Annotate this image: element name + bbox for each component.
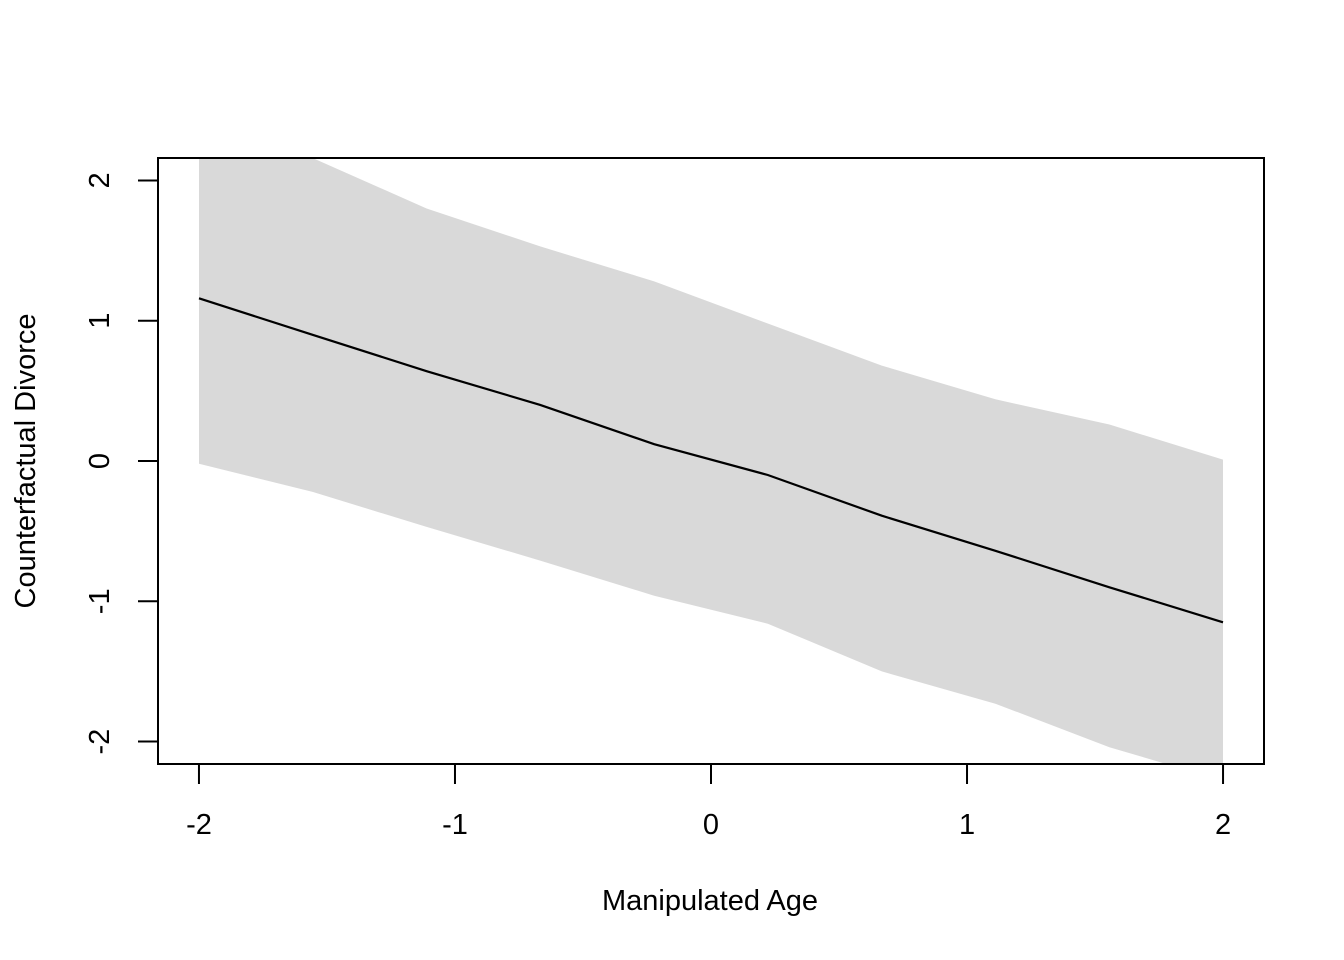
x-tick-label: -2 [186,809,212,841]
x-axis: -2 -1 0 1 2 [186,763,1231,841]
series-line-layer [198,297,1224,624]
y-tick-label: 0 [84,453,116,469]
series-line-0 [198,297,1224,624]
y-axis: -2 -1 0 1 2 [84,172,159,755]
y-axis-title: Counterfactual Divorce [10,314,42,609]
x-tick-label: -1 [442,809,468,841]
x-tick-label: 1 [959,809,975,841]
x-axis-title: Manipulated Age [602,885,818,917]
y-tick-label: 2 [84,172,116,188]
x-tick-label: 0 [703,809,719,841]
y-tick-label: -2 [84,729,116,755]
x-tick-label: 2 [1215,809,1231,841]
y-tick-label: -1 [84,588,116,614]
y-tick-label: 1 [84,313,116,329]
interval-band-layer [199,158,1223,764]
interval-band [199,158,1223,764]
